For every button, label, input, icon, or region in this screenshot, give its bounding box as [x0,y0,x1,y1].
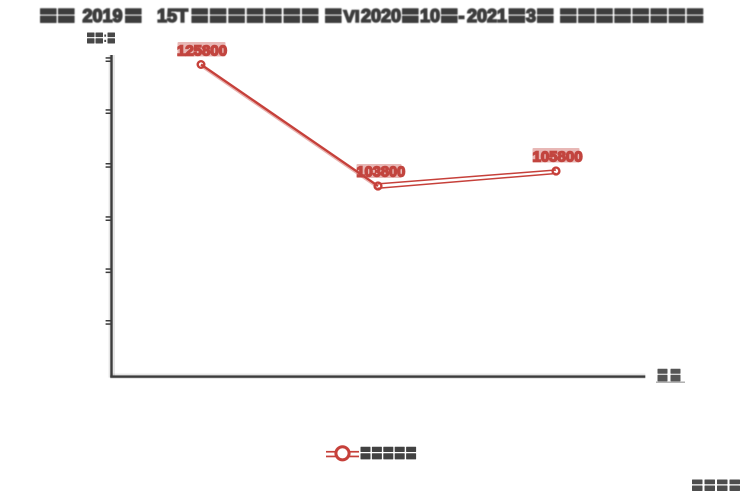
svg-text:125800: 125800 [177,43,227,60]
svg-text:2019: 2019 [83,6,123,26]
svg-text:105800: 105800 [533,149,583,166]
svg-text:VI: VI [344,7,360,26]
svg-text:103800: 103800 [357,165,406,181]
svg-text:3: 3 [526,6,536,26]
svg-text:15T: 15T [157,6,188,26]
svg-text:2020: 2020 [361,6,401,26]
svg-text:2021: 2021 [467,6,507,26]
svg-text:10: 10 [420,6,440,26]
svg-text:-: - [459,6,465,26]
